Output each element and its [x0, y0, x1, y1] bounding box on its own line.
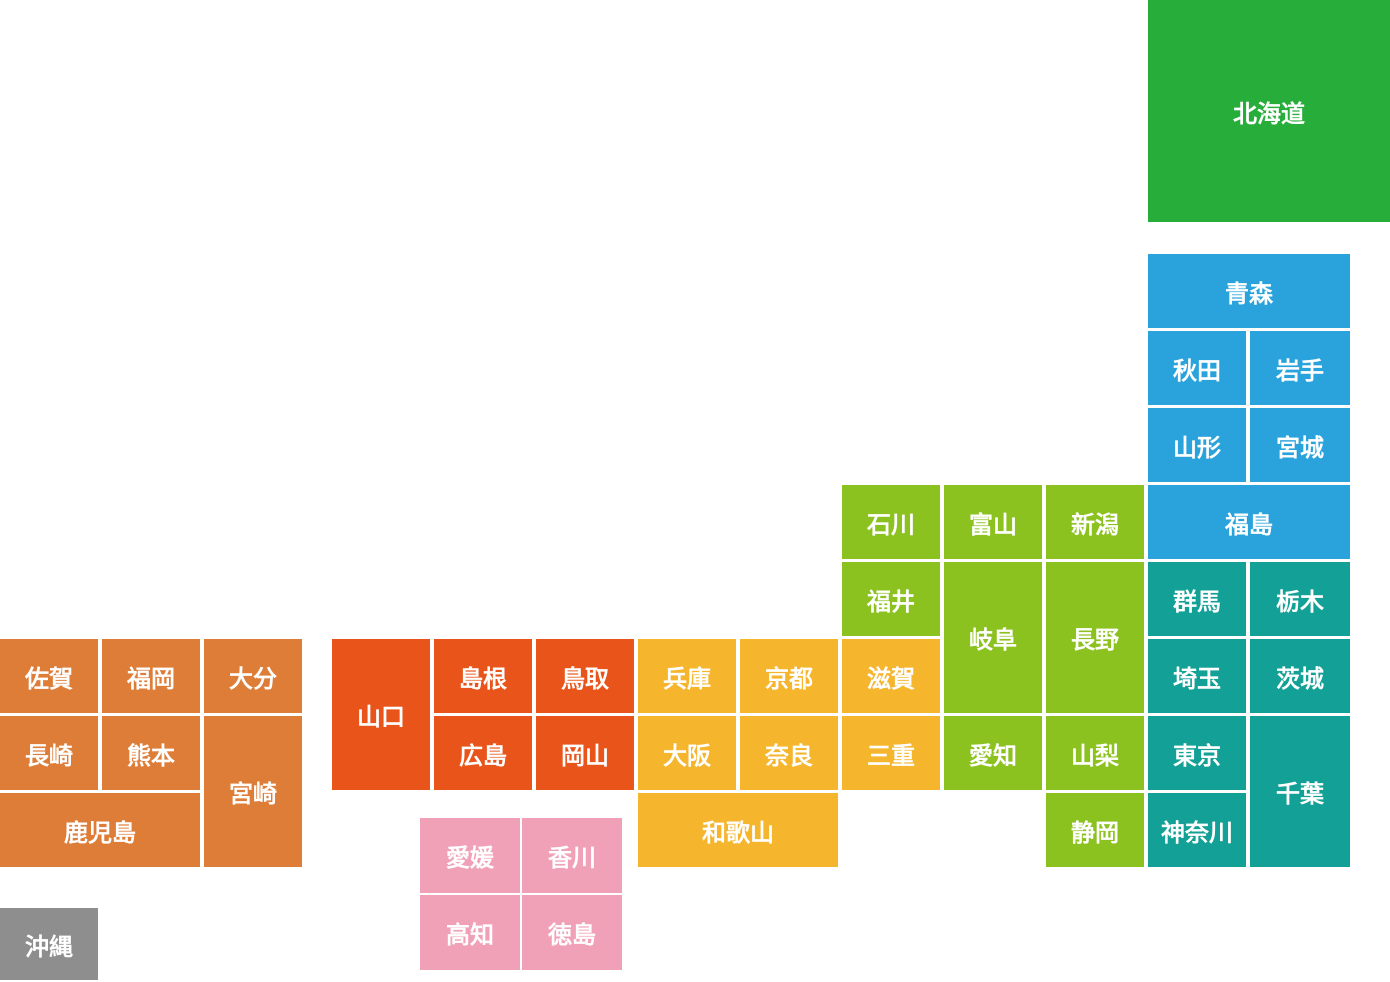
prefecture-tile: 新潟	[1046, 485, 1144, 559]
prefecture-tile: 滋賀	[842, 639, 940, 713]
prefecture-tile: 山口	[332, 639, 430, 790]
prefecture-tile: 福島	[1148, 485, 1350, 559]
prefecture-tile: 愛知	[944, 716, 1042, 790]
prefecture-tile: 群馬	[1148, 562, 1246, 636]
prefecture-tile: 栃木	[1250, 562, 1350, 636]
prefecture-tile: 神奈川	[1148, 793, 1246, 867]
prefecture-tile: 岡山	[536, 716, 634, 790]
prefecture-tile: 山梨	[1046, 716, 1144, 790]
prefecture-tile: 茨城	[1250, 639, 1350, 713]
prefecture-tile: 愛媛	[420, 818, 520, 893]
prefecture-tile: 石川	[842, 485, 940, 559]
prefecture-tile: 福岡	[102, 639, 200, 713]
prefecture-tile: 山形	[1148, 408, 1246, 482]
prefecture-tile: 沖縄	[0, 908, 98, 980]
prefecture-tile: 北海道	[1148, 0, 1390, 222]
prefecture-tile: 大阪	[638, 716, 736, 790]
prefecture-tile: 東京	[1148, 716, 1246, 790]
prefecture-tile: 鳥取	[536, 639, 634, 713]
prefecture-tile: 青森	[1148, 254, 1350, 328]
prefecture-tile: 高知	[420, 895, 520, 970]
prefecture-tile: 岩手	[1250, 331, 1350, 405]
prefecture-tile: 秋田	[1148, 331, 1246, 405]
prefecture-tile: 長野	[1046, 562, 1144, 713]
prefecture-tile: 福井	[842, 562, 940, 636]
prefecture-tile: 宮城	[1250, 408, 1350, 482]
prefecture-tile: 和歌山	[638, 793, 838, 867]
prefecture-tile: 広島	[434, 716, 532, 790]
prefecture-tile: 島根	[434, 639, 532, 713]
prefecture-tile: 大分	[204, 639, 302, 713]
prefecture-tile: 富山	[944, 485, 1042, 559]
prefecture-tile: 佐賀	[0, 639, 98, 713]
prefecture-tile: 兵庫	[638, 639, 736, 713]
prefecture-tile: 千葉	[1250, 716, 1350, 867]
prefecture-tile: 鹿児島	[0, 793, 200, 867]
prefecture-tile: 宮崎	[204, 716, 302, 867]
prefecture-tile: 奈良	[740, 716, 838, 790]
prefecture-tile: 静岡	[1046, 793, 1144, 867]
prefecture-tile: 三重	[842, 716, 940, 790]
prefecture-tile: 香川	[522, 818, 622, 893]
prefecture-tile: 埼玉	[1148, 639, 1246, 713]
prefecture-tile: 京都	[740, 639, 838, 713]
prefecture-tile: 岐阜	[944, 562, 1042, 713]
prefecture-tile: 熊本	[102, 716, 200, 790]
prefecture-tile: 長崎	[0, 716, 98, 790]
prefecture-tile: 徳島	[522, 895, 622, 970]
